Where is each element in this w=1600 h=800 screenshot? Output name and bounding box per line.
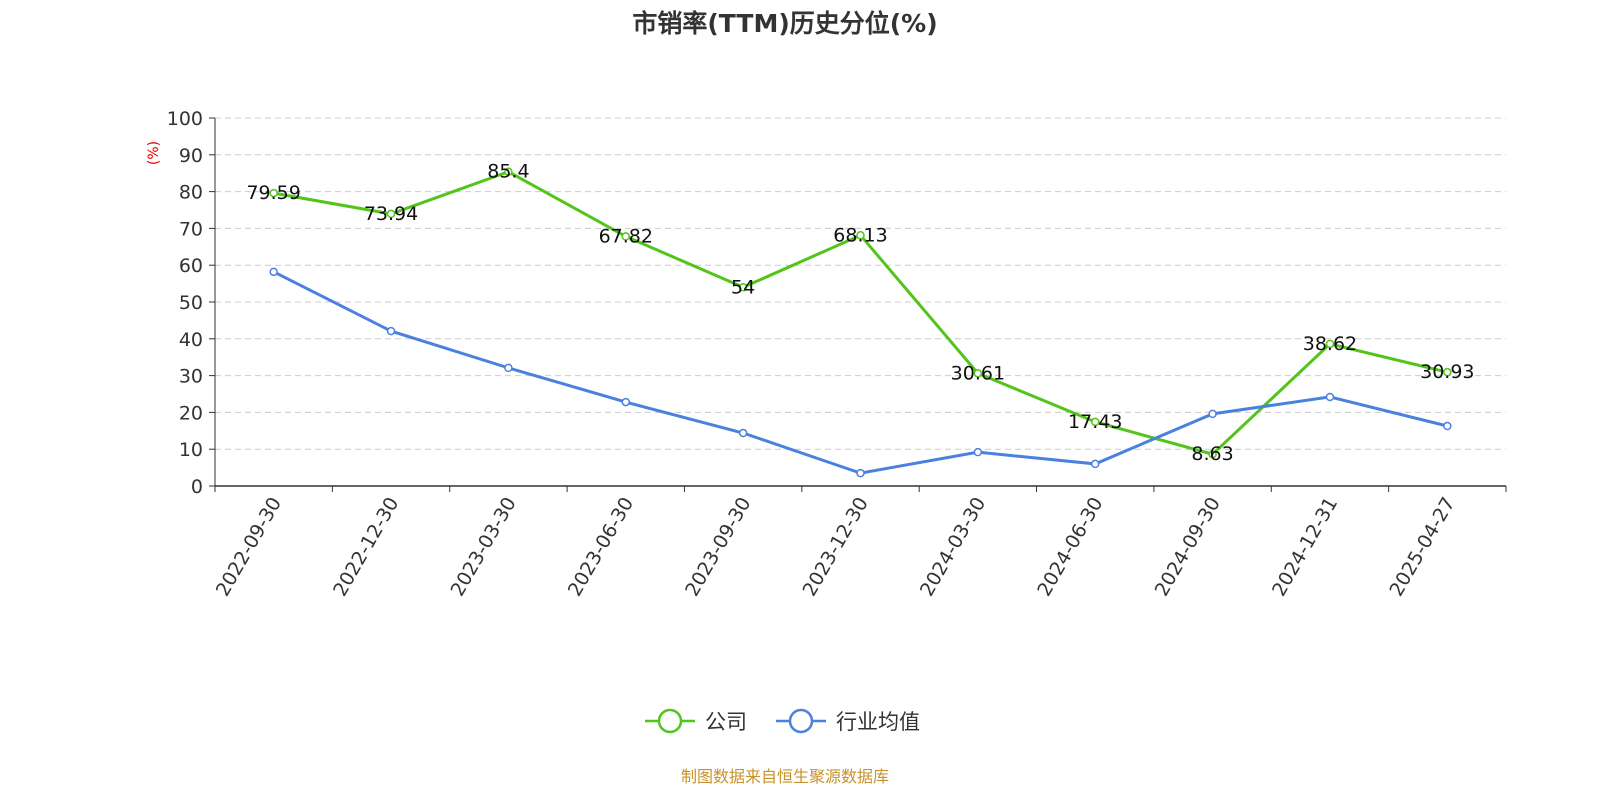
x-tick-label: 2022-12-30 [329, 494, 403, 601]
data-point[interactable] [621, 232, 631, 241]
data-point[interactable] [621, 397, 631, 407]
data-point[interactable] [1090, 417, 1100, 427]
series-line-0 [273, 170, 1448, 456]
x-tick-label: 2024-12-31 [1268, 494, 1342, 601]
y-tick-label: 30 [179, 366, 203, 388]
legend-circle-icon [788, 708, 814, 734]
legend-label: 公司 [705, 710, 747, 734]
y-tick-label: 40 [179, 329, 203, 351]
legend-item-1[interactable]: 行业均值 [776, 708, 920, 734]
x-tick-label: 2024-09-30 [1151, 494, 1225, 601]
y-tick-label: 10 [179, 439, 203, 461]
data-point[interactable] [1208, 409, 1217, 419]
data-label: 73.94 [364, 203, 418, 225]
x-tick-label: 2024-03-30 [916, 494, 990, 601]
data-point[interactable] [269, 267, 278, 277]
y-tick-label: 70 [179, 218, 203, 240]
data-label: 68.13 [833, 224, 887, 246]
legend-item-0[interactable]: 公司 [645, 708, 747, 734]
data-label: 30.93 [1420, 361, 1474, 383]
data-label: 30.61 [951, 362, 1005, 384]
x-tick-label: 2023-06-30 [564, 494, 638, 601]
y-tick-label: 50 [179, 292, 203, 314]
source-note: 制图数据来自恒生聚源数据库 [681, 767, 889, 786]
data-point[interactable] [1090, 459, 1100, 469]
data-point[interactable] [504, 363, 513, 373]
y-tick-label: 60 [179, 255, 203, 277]
data-label: 67.82 [599, 225, 653, 247]
data-label: 38.62 [1303, 333, 1357, 355]
data-point[interactable] [1208, 449, 1217, 459]
x-tick-label: 2023-12-30 [799, 494, 873, 601]
data-point[interactable] [1325, 339, 1335, 349]
x-tick-label: 2023-09-30 [681, 494, 755, 601]
data-label: 79.59 [246, 182, 300, 204]
chart-title: 市销率(TTM)历史分位(%) [632, 9, 937, 38]
data-point[interactable] [386, 326, 396, 336]
data-point[interactable] [1325, 392, 1335, 402]
legend-circle-icon [657, 708, 683, 734]
y-tick-label: 80 [179, 182, 203, 204]
data-point[interactable] [973, 447, 983, 457]
x-tick-label: 2023-03-30 [446, 494, 520, 601]
data-point[interactable] [738, 428, 748, 438]
data-point[interactable] [1443, 367, 1452, 377]
y-tick-label: 0 [191, 476, 203, 498]
data-label: 8.63 [1191, 443, 1233, 465]
y-tick-label: 90 [179, 145, 203, 167]
data-point[interactable] [1443, 421, 1452, 431]
x-tick-label: 2022-09-30 [212, 494, 286, 601]
data-point[interactable] [856, 231, 865, 240]
y-tick-label: 100 [167, 108, 203, 130]
data-label: 85.4 [487, 161, 529, 183]
legend-label: 行业均值 [836, 710, 920, 734]
y-tick-label: 20 [179, 402, 203, 424]
data-point[interactable] [269, 188, 278, 198]
data-label: 17.43 [1068, 411, 1122, 433]
data-point[interactable] [973, 369, 983, 378]
data-point[interactable] [386, 209, 396, 219]
x-tick-label: 2025-04-27 [1385, 494, 1459, 601]
y-axis-unit: (%) [146, 141, 162, 165]
data-point[interactable] [738, 283, 748, 292]
data-point[interactable] [504, 167, 513, 176]
x-tick-label: 2024-06-30 [1033, 494, 1107, 601]
data-label: 54 [731, 276, 755, 298]
data-point[interactable] [856, 468, 865, 478]
